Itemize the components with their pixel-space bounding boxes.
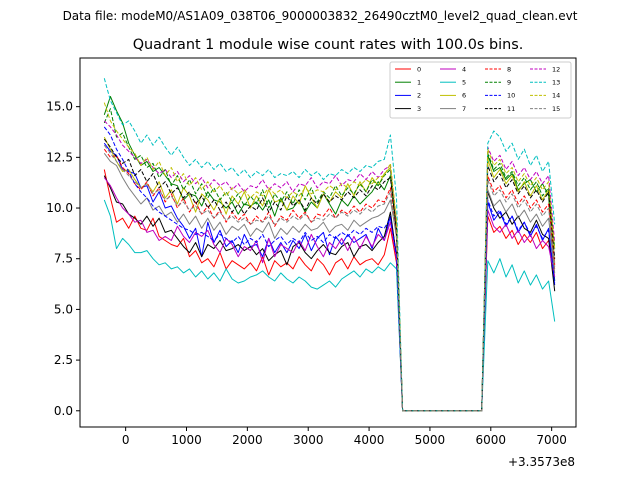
series-line-module-9 <box>103 108 556 412</box>
legend-label-module-13: 13 <box>552 79 560 87</box>
legend-label-module-10: 10 <box>507 92 515 100</box>
x-tick-label: 0 <box>122 433 130 447</box>
x-tick-label: 7000 <box>536 433 567 447</box>
data-file-suptitle: Data file: modeM0/AS1A09_038T06_90000038… <box>63 9 578 23</box>
x-tick-label: 1000 <box>171 433 202 447</box>
y-tick-label: 5.0 <box>54 302 73 316</box>
legend-label-module-0: 0 <box>417 65 421 73</box>
y-tick-label: 15.0 <box>46 100 73 114</box>
series-line-module-15 <box>103 144 556 412</box>
y-tick-label: 10.0 <box>46 201 73 215</box>
x-tick-label: 6000 <box>476 433 507 447</box>
y-tick-label: 12.5 <box>46 150 73 164</box>
x-tick-label: 5000 <box>415 433 446 447</box>
legend-label-module-4: 4 <box>462 65 466 73</box>
legend-label-module-3: 3 <box>417 105 421 113</box>
y-tick-label: 2.5 <box>54 353 73 367</box>
chart-title: Quadrant 1 module wise count rates with … <box>133 37 524 53</box>
legend-label-module-9: 9 <box>507 79 511 87</box>
x-tick-label: 2000 <box>232 433 263 447</box>
plot-series-group <box>103 78 556 412</box>
legend-label-module-7: 7 <box>462 105 466 113</box>
y-axis: 0.0 2.5 5.0 7.5 10.0 12.5 15.0 <box>46 100 80 418</box>
legend-label-module-5: 5 <box>462 79 466 87</box>
plot-area-frame <box>79 57 577 428</box>
legend-label-module-8: 8 <box>507 65 511 73</box>
x-tick-label: 3000 <box>293 433 324 447</box>
legend-label-module-6: 6 <box>462 92 466 100</box>
x-tick-label: 4000 <box>354 433 385 447</box>
x-axis-offset-label: +3.3573e8 <box>508 455 575 469</box>
legend-frame <box>389 61 572 119</box>
y-tick-label: 0.0 <box>54 404 73 418</box>
legend-label-module-1: 1 <box>417 79 421 87</box>
legend-label-module-14: 14 <box>552 92 560 100</box>
y-tick-label: 7.5 <box>54 252 73 266</box>
legend-label-module-11: 11 <box>507 105 515 113</box>
legend-label-module-2: 2 <box>417 92 421 100</box>
legend-label-module-12: 12 <box>552 65 560 73</box>
x-axis: 0 1000 2000 3000 4000 5000 6000 7000 <box>122 427 567 447</box>
legend-label-module-15: 15 <box>552 105 560 113</box>
